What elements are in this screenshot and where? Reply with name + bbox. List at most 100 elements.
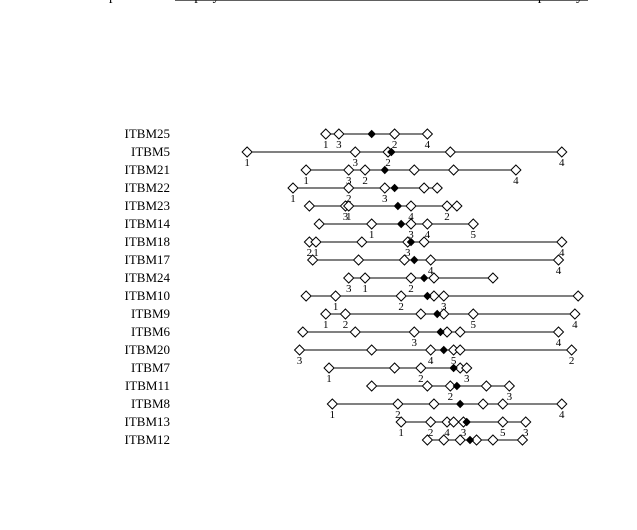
item-center-marker: [424, 293, 431, 300]
threshold-marker: [334, 129, 344, 139]
threshold-label: 2: [362, 175, 368, 187]
xtick-label: -2: [254, 0, 266, 4]
threshold-marker: [242, 147, 252, 157]
threshold-marker: [498, 417, 508, 427]
threshold-marker: [462, 363, 472, 373]
item-row-label: ITBM18: [125, 234, 171, 249]
threshold-label: 2: [444, 211, 450, 223]
threshold-marker: [327, 399, 337, 409]
threshold-label: 2: [408, 283, 414, 295]
threshold-marker: [393, 399, 403, 409]
threshold-marker: [390, 363, 400, 373]
threshold-marker: [357, 237, 367, 247]
threshold-label: 4: [572, 319, 578, 331]
threshold-marker: [429, 399, 439, 409]
threshold-label: 2: [418, 373, 424, 385]
threshold-label: 4: [425, 139, 431, 151]
threshold-label: 3: [353, 157, 359, 169]
threshold-marker: [570, 309, 580, 319]
threshold-label: 4: [559, 157, 565, 169]
item-row-label: ITBM6: [131, 324, 171, 339]
threshold-marker: [350, 327, 360, 337]
left-arrow-label-2: to perform: [180, 0, 240, 4]
threshold-marker: [442, 201, 452, 211]
threshold-marker: [426, 255, 436, 265]
threshold-marker: [573, 291, 583, 301]
threshold-marker: [557, 399, 567, 409]
item-center-marker: [394, 203, 401, 210]
threshold-label: 1: [346, 211, 352, 223]
threshold-label: 5: [500, 427, 506, 439]
threshold-label: 1: [330, 409, 336, 421]
threshold-marker: [504, 381, 514, 391]
threshold-marker: [350, 147, 360, 157]
threshold-label: 1: [323, 139, 329, 151]
threshold-marker: [367, 381, 377, 391]
threshold-marker: [416, 309, 426, 319]
xtick-label: 1: [453, 0, 460, 4]
threshold-marker: [455, 327, 465, 337]
threshold-label: 4: [559, 409, 565, 421]
threshold-marker: [367, 219, 377, 229]
threshold-label: 3: [382, 193, 388, 205]
threshold-marker: [354, 255, 364, 265]
item-center-marker: [467, 437, 474, 444]
threshold-label: 3: [464, 373, 470, 385]
threshold-marker: [340, 309, 350, 319]
threshold-marker: [324, 363, 334, 373]
threshold-marker: [409, 165, 419, 175]
item-row-label: ITBM11: [125, 378, 170, 393]
threshold-marker: [432, 183, 442, 193]
threshold-label: 1: [398, 427, 404, 439]
threshold-label: 1: [326, 373, 332, 385]
threshold-marker: [288, 183, 298, 193]
threshold-marker: [449, 417, 459, 427]
threshold-label: 4: [556, 265, 562, 277]
item-row-label: ITBM10: [125, 288, 171, 303]
item-row-label: ITBM14: [125, 216, 171, 231]
threshold-marker: [311, 237, 321, 247]
item-center-marker: [457, 401, 464, 408]
xtick-label: 3: [585, 0, 592, 4]
threshold-marker: [445, 147, 455, 157]
item-row-label: ITBM25: [125, 126, 171, 141]
threshold-marker: [380, 183, 390, 193]
threshold-marker: [409, 327, 419, 337]
threshold-label: 1: [323, 319, 329, 331]
threshold-marker: [455, 345, 465, 355]
threshold-marker: [360, 273, 370, 283]
item-center-marker: [398, 221, 405, 228]
threshold-marker: [367, 345, 377, 355]
item-row-label: ITBM12: [125, 432, 171, 447]
item-center-marker: [453, 383, 460, 390]
item-row-label: ITBM17: [125, 252, 171, 267]
threshold-marker: [301, 291, 311, 301]
item-row-label: ITBM21: [125, 162, 171, 177]
threshold-marker: [419, 183, 429, 193]
threshold-label: 2: [448, 391, 454, 403]
threshold-marker: [567, 345, 577, 355]
threshold-marker: [298, 327, 308, 337]
item-row-label: ITBM20: [125, 342, 171, 357]
threshold-label: 1: [362, 283, 368, 295]
item-map-chart: PersonparameterdistributionITBM251324ITB…: [0, 0, 637, 530]
threshold-marker: [439, 291, 449, 301]
threshold-marker: [468, 309, 478, 319]
item-row-label: ITBM22: [125, 180, 171, 195]
threshold-label: 4: [513, 175, 519, 187]
threshold-marker: [478, 399, 488, 409]
threshold-marker: [452, 201, 462, 211]
threshold-marker: [344, 273, 354, 283]
threshold-marker: [301, 165, 311, 175]
threshold-marker: [390, 129, 400, 139]
item-center-marker: [411, 257, 418, 264]
threshold-marker: [295, 345, 305, 355]
threshold-label: 2: [343, 319, 349, 331]
threshold-label: 4: [428, 355, 434, 367]
threshold-marker: [314, 219, 324, 229]
threshold-label: 1: [333, 301, 339, 313]
threshold-marker: [554, 327, 564, 337]
item-row-label: ITBM23: [125, 198, 171, 213]
item-row-label: ITBM9: [131, 306, 170, 321]
item-row-label: ITBM7: [131, 360, 171, 375]
